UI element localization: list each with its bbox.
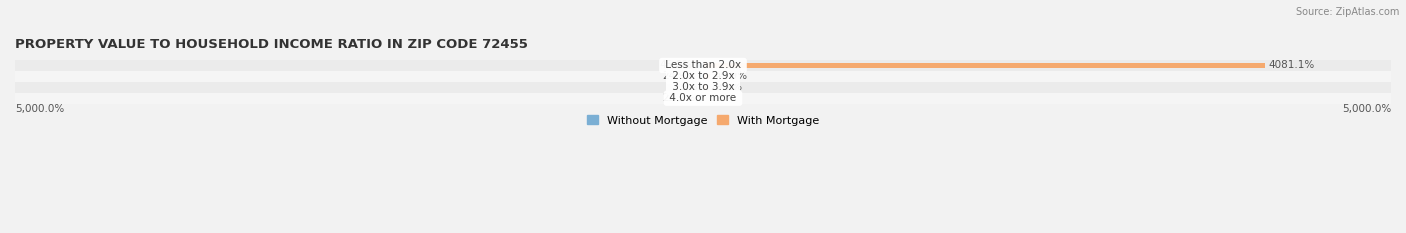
Bar (703, 63, 1264, 68)
Bar (15, 93, 1391, 104)
Text: Source: ZipAtlas.com: Source: ZipAtlas.com (1295, 7, 1399, 17)
Bar (700, 95, 703, 101)
Legend: Without Mortgage, With Mortgage: Without Mortgage, With Mortgage (588, 115, 818, 126)
Text: 3.0x to 3.9x: 3.0x to 3.9x (669, 82, 737, 92)
Text: 49.9%: 49.9% (714, 71, 747, 81)
Bar (703, 84, 706, 90)
Text: Less than 2.0x: Less than 2.0x (662, 60, 744, 70)
Text: 19.2%: 19.2% (710, 82, 742, 92)
Text: 45.0%: 45.0% (659, 60, 693, 70)
Bar (703, 74, 710, 79)
Text: 4081.1%: 4081.1% (1268, 60, 1315, 70)
Bar (697, 63, 703, 68)
Text: 8.2%: 8.2% (709, 93, 735, 103)
Text: 5,000.0%: 5,000.0% (15, 104, 65, 114)
Text: PROPERTY VALUE TO HOUSEHOLD INCOME RATIO IN ZIP CODE 72455: PROPERTY VALUE TO HOUSEHOLD INCOME RATIO… (15, 38, 527, 51)
Text: 2.0x to 2.9x: 2.0x to 2.9x (669, 71, 737, 81)
Text: 5,000.0%: 5,000.0% (1341, 104, 1391, 114)
Text: 24.9%: 24.9% (662, 71, 696, 81)
Text: 4.0x or more: 4.0x or more (666, 93, 740, 103)
Text: 22.2%: 22.2% (662, 93, 696, 103)
Bar (700, 74, 703, 79)
Bar (15, 82, 1391, 93)
Bar (15, 71, 1391, 82)
Text: 7.9%: 7.9% (671, 82, 697, 92)
Bar (15, 60, 1391, 71)
